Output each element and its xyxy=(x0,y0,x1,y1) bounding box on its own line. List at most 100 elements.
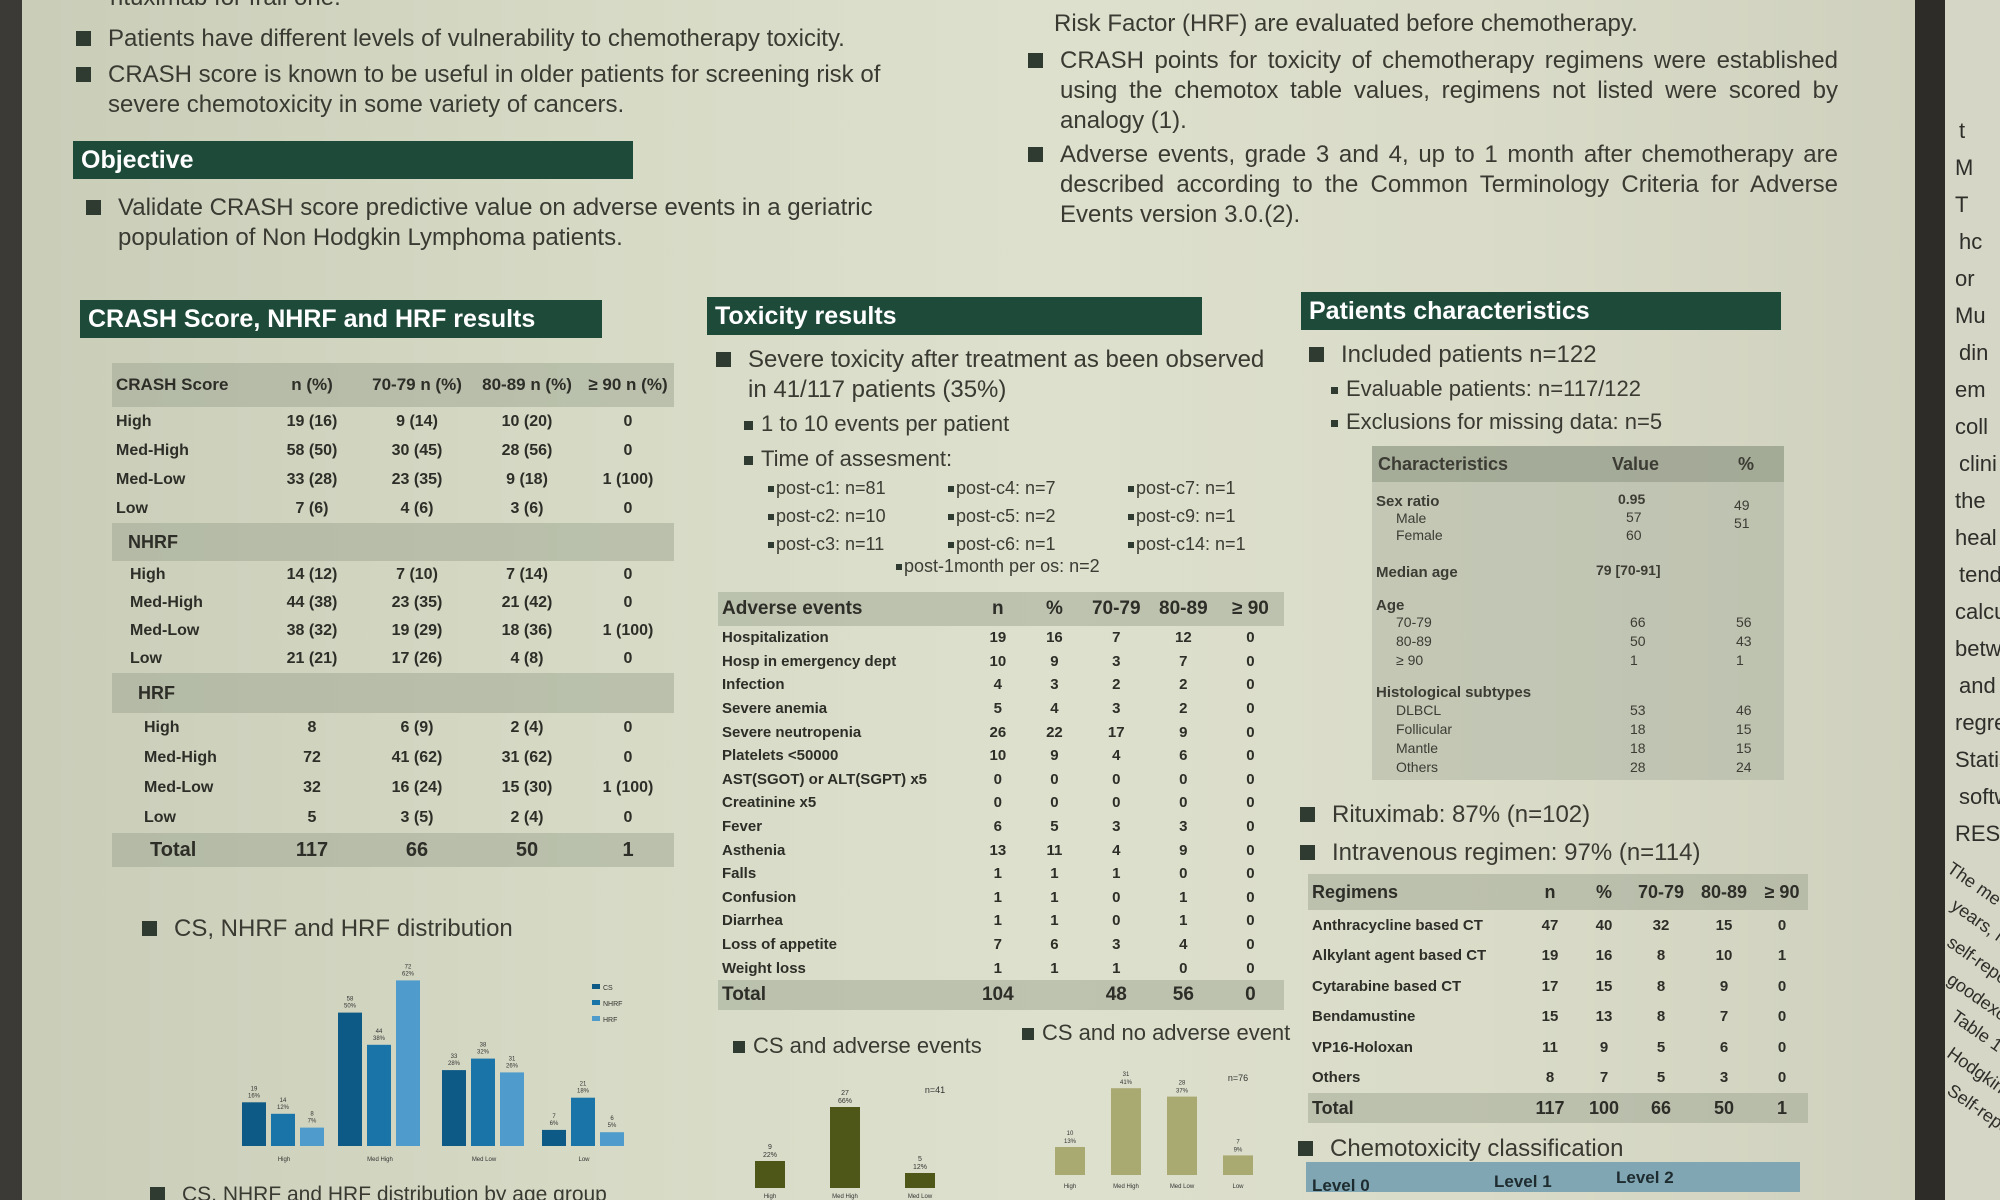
data-label: 31 xyxy=(509,1056,516,1062)
data-label: 5 xyxy=(918,1156,922,1163)
table-cell: 30 (45) xyxy=(391,441,443,459)
table-cell: Med-High xyxy=(130,594,203,611)
time-of-assessment-item: post-c5: n=2 xyxy=(948,506,1056,527)
table-cell: 0 xyxy=(1246,818,1255,836)
table-cell: 17 (26) xyxy=(391,650,443,667)
table-row: Loss of appetite 7 6 3 4 0 xyxy=(718,933,1284,957)
data-label: 8 xyxy=(310,1112,314,1118)
col-characteristics: Characteristics xyxy=(1378,454,1509,474)
table-cell: 11 xyxy=(1542,1038,1558,1056)
table-cell: 0 xyxy=(623,650,633,667)
table-cell: 72 xyxy=(303,749,321,766)
total-cell: 50 xyxy=(1713,1097,1735,1118)
characteristic-percent: 56 xyxy=(1736,614,1752,630)
bar-high xyxy=(755,1161,785,1188)
bar-cs-low xyxy=(542,1129,566,1146)
total-row: Total 104 48 56 0 xyxy=(718,979,1284,1010)
bullet-square-icon xyxy=(1309,347,1324,362)
partial-top-text-left: rituximab for frail one. xyxy=(110,0,341,12)
legend-label: HRF xyxy=(603,1017,617,1024)
time-text: post-c5: n=2 xyxy=(956,506,1056,526)
table-cell: 16 xyxy=(1595,947,1613,965)
table-cell: 3 xyxy=(1050,676,1059,694)
bar-hrf-med-high xyxy=(396,980,420,1146)
table-cell: 0 xyxy=(993,794,1003,812)
legend-swatch xyxy=(592,984,600,989)
total-cell: Total xyxy=(722,983,766,1005)
table-cell: 6 (9) xyxy=(400,719,434,736)
table-cell: 4 xyxy=(1179,936,1188,954)
data-label: 10 xyxy=(1067,1131,1074,1137)
table-row: Infection 4 3 2 2 0 xyxy=(718,673,1284,697)
data-label: 66% xyxy=(838,1098,852,1105)
chemotoxicity-bullet: Chemotoxicity classification xyxy=(1298,1134,1798,1164)
table-cell: 23 (35) xyxy=(391,470,443,488)
table-row: Falls 1 1 1 0 0 xyxy=(718,862,1284,886)
table-row: Asthenia 13 11 4 9 0 xyxy=(718,838,1284,862)
table-cell: 0 xyxy=(1777,1008,1787,1026)
data-label: 27 xyxy=(841,1090,849,1097)
table-cell: 0 xyxy=(1050,794,1059,812)
table-cell: 40 xyxy=(1595,916,1613,934)
time-of-assessment-item: post-c1: n=81 xyxy=(768,478,886,499)
x-tick-label: High xyxy=(764,1194,776,1200)
crash-table: CRASH Score n (%) 70-79 n (%) 80-89 n (%) ≥ … xyxy=(112,363,674,867)
median-age-label: Median age xyxy=(1376,564,1458,581)
table-row: VP16-Holoxan 11 9 5 6 0 xyxy=(1308,1032,1808,1063)
table-cell: 15 xyxy=(1541,1008,1559,1026)
table-cell: 1 xyxy=(1050,959,1059,977)
data-label: 38% xyxy=(373,1036,386,1042)
total-cell: 66 xyxy=(1650,1097,1672,1118)
table-cell: 1 xyxy=(993,888,1003,906)
table-cell: 1 xyxy=(993,865,1003,883)
table-cell: Loss of appetite xyxy=(722,936,838,954)
patients-header: Patients characteristics xyxy=(1301,292,1781,330)
characteristic-percent: 43 xyxy=(1736,633,1752,649)
table-cell: 32 xyxy=(1652,916,1670,934)
table-cell: 7 xyxy=(1112,629,1121,647)
table-cell: Low xyxy=(116,499,148,517)
total-cell: 50 xyxy=(515,838,539,861)
table-cell: 1 (100) xyxy=(602,622,654,639)
table-cell: 10 xyxy=(989,652,1007,670)
table-cell: 2 (4) xyxy=(510,809,544,826)
table-cell: 8 xyxy=(1656,1008,1666,1026)
sample-size-annotation: n=76 xyxy=(1228,1073,1248,1083)
crash-col-1: n (%) xyxy=(291,375,333,394)
table-cell: 0 xyxy=(623,809,633,826)
table-row: Diarrhea 1 1 0 1 0 xyxy=(718,909,1284,933)
table-cell: 6 xyxy=(1179,747,1188,765)
time-text: post-c14: n=1 xyxy=(1136,534,1246,554)
bullet-square-icon xyxy=(1300,845,1315,860)
bullet-square-icon xyxy=(716,352,731,367)
total-cell xyxy=(1026,980,1083,1010)
table-row: Med-Low 32 16 (24) 15 (30) 1 (100) xyxy=(112,773,674,803)
table-row: Med-Low 33 (28) 23 (35) 9 (18) 1 (100) xyxy=(112,465,674,494)
bullet-square-icon xyxy=(1028,147,1043,162)
data-label: 13% xyxy=(1064,1139,1077,1145)
table-cell: 19 xyxy=(989,629,1007,647)
table-cell: 1 xyxy=(993,912,1003,930)
adjacent-poster-text-fragment: din xyxy=(1959,340,1989,365)
time-of-assessment-item: post-c4: n=7 xyxy=(948,478,1056,499)
objective-bullet: Validate CRASH score predictive value on… xyxy=(86,193,946,253)
table-cell: Confusion xyxy=(722,888,797,906)
legend-label: CS xyxy=(603,985,613,992)
table-cell: 21 (42) xyxy=(501,594,553,611)
table-cell: 0 xyxy=(1246,747,1255,765)
table-row: Med-High 72 41 (62) 31 (62) 0 xyxy=(112,743,674,773)
table-cell: 6 xyxy=(1050,936,1059,954)
table-row: Platelets <50000 10 9 4 6 0 xyxy=(718,744,1284,768)
table-cell: High xyxy=(116,412,152,430)
table-cell: Alkylant agent based CT xyxy=(1312,947,1487,965)
table-cell: 1 xyxy=(1777,947,1787,965)
table-cell: 26 xyxy=(989,723,1007,741)
table-cell: 10 xyxy=(1715,947,1733,965)
table-cell: 0 xyxy=(623,441,633,459)
adjacent-poster-text-fragment: hc xyxy=(1959,229,1983,254)
methods-bullet-2: Adverse events, grade 3 and 4, up to 1 m… xyxy=(1028,140,1838,230)
characteristic-percent: 15 xyxy=(1736,721,1752,737)
x-tick-label: Med High xyxy=(832,1194,858,1200)
objective-header: Objective xyxy=(73,141,633,179)
adjacent-poster-text-fragment: T xyxy=(1955,192,1969,217)
